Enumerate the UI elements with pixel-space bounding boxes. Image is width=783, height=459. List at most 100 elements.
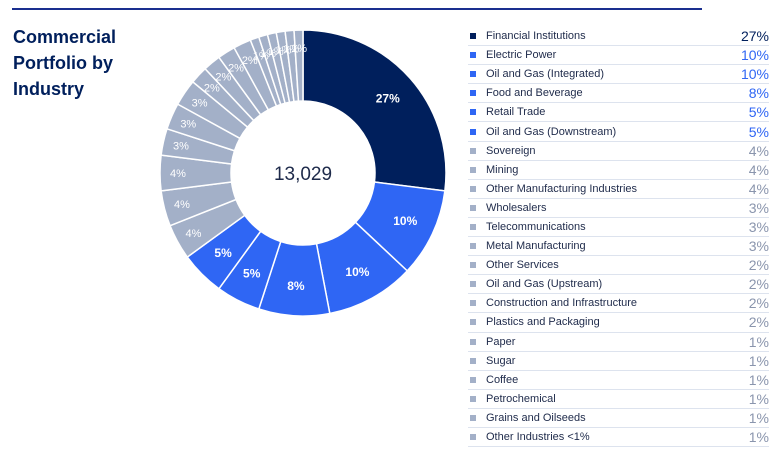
legend-label: Metal Manufacturing <box>486 240 586 253</box>
legend-swatch <box>470 166 476 173</box>
slice-label-paper: 1% <box>253 50 269 62</box>
legend-item-electric-power: Electric Power 10% <box>468 46 769 66</box>
legend-value: 5% <box>748 123 769 140</box>
legend-item-other-manufacturing-industries: Other Manufacturing Industries 4% <box>468 180 769 199</box>
legend-label: Other Industries <1% <box>486 431 590 444</box>
slice-label-electric-power: 10% <box>393 214 417 228</box>
slice-label-sovereign: 4% <box>186 228 202 240</box>
donut-chart: 27%10%10%8%5%5%4%4%4%3%3%3%2%2%2%2%1%1%1… <box>159 29 447 317</box>
legend-swatch <box>470 338 476 345</box>
legend-value: 1% <box>748 429 769 446</box>
legend-label: Grains and Oilseeds <box>486 411 586 424</box>
legend-item-sovereign: Sovereign 4% <box>468 142 769 161</box>
legend-swatch <box>470 223 476 230</box>
slice-label-oil-and-gas-upstream: 2% <box>215 72 231 84</box>
legend-label: Petrochemical <box>486 392 556 405</box>
legend-swatch <box>470 71 476 78</box>
chart-title: Commercial Portfolio by Industry <box>13 27 117 99</box>
legend-value: 2% <box>748 276 769 293</box>
legend-swatch <box>470 52 476 59</box>
slice-label-metal-manufacturing: 3% <box>192 98 208 110</box>
legend-item-financial-institutions: Financial Institutions 27% <box>468 27 769 47</box>
legend-value: 1% <box>748 409 769 426</box>
slice-label-other-manufacturing-industries: 4% <box>170 168 186 180</box>
legend-swatch <box>470 395 476 402</box>
legend-item-food-and-beverage: Food and Beverage 8% <box>468 84 769 104</box>
legend-item-coffee: Coffee 1% <box>468 371 769 390</box>
legend-item-oil-and-gas-integrated: Oil and Gas (Integrated) 10% <box>468 65 769 85</box>
legend-label: Mining <box>486 163 519 176</box>
legend-label: Wholesalers <box>486 201 547 214</box>
legend-label: Paper <box>486 335 516 348</box>
legend-item-retail-trade: Retail Trade 5% <box>468 103 769 123</box>
slice-label-other-industries-1: 1% <box>291 43 307 55</box>
legend-label: Plastics and Packaging <box>486 316 600 329</box>
legend-value: 1% <box>748 390 769 407</box>
legend-label: Other Manufacturing Industries <box>486 182 638 195</box>
legend-value: 2% <box>748 314 769 331</box>
legend-item-other-services: Other Services 2% <box>468 256 769 276</box>
slice-other-industries-1 <box>293 29 304 102</box>
legend-label: Oil and Gas (Downstream) <box>486 125 617 138</box>
legend-swatch <box>470 204 476 211</box>
slice-label-grains-and-oilseeds: 1% <box>283 44 299 56</box>
legend-label: Retail Trade <box>486 106 546 119</box>
legend-swatch <box>470 319 476 326</box>
legend-label: Telecommunications <box>486 220 586 233</box>
legend-item-mining: Mining 4% <box>468 161 769 180</box>
legend-swatch <box>470 281 476 288</box>
slice-label-oil-and-gas-integrated: 10% <box>345 265 369 279</box>
slice-label-plastics-and-packaging: 2% <box>242 55 258 67</box>
slice-label-construction-and-infrastructure: 2% <box>228 62 244 74</box>
legend-swatch <box>470 262 476 269</box>
legend-item-other-industries-1: Other Industries <1% 1% <box>468 428 769 448</box>
legend-swatch <box>470 414 476 421</box>
legend-label: Sovereign <box>486 144 536 157</box>
legend-value: 5% <box>748 104 769 121</box>
slice-label-financial-institutions: 27% <box>376 91 400 105</box>
slice-label-food-and-beverage: 8% <box>287 279 305 293</box>
slice-financial-institutions <box>302 29 447 192</box>
legend-value: 1% <box>748 371 769 388</box>
legend-item-oil-and-gas-downstream: Oil and Gas (Downstream) 5% <box>468 122 769 142</box>
legend-value: 1% <box>748 352 769 369</box>
legend-swatch <box>470 109 476 116</box>
legend-item-telecommunications: Telecommunications 3% <box>468 218 769 238</box>
legend-label: Coffee <box>486 373 519 386</box>
legend-label: Construction and Infrastructure <box>486 297 638 310</box>
legend-item-construction-and-infrastructure: Construction and Infrastructure 2% <box>468 294 769 314</box>
legend-item-plastics-and-packaging: Plastics and Packaging 2% <box>468 313 769 333</box>
legend-swatch <box>470 185 476 192</box>
legend-swatch <box>470 357 476 364</box>
legend-swatch <box>470 128 476 135</box>
slice-label-mining: 4% <box>174 199 190 211</box>
legend-value: 2% <box>748 295 769 312</box>
legend-swatch <box>470 243 476 250</box>
legend-value: 4% <box>748 180 769 197</box>
legend-label: Oil and Gas (Integrated) <box>486 68 605 81</box>
legend-item-petrochemical: Petrochemical 1% <box>468 390 769 409</box>
legend-item-paper: Paper 1% <box>468 333 769 352</box>
legend-label: Sugar <box>486 354 516 367</box>
legend-value: 3% <box>748 238 769 255</box>
legend-item-oil-and-gas-upstream: Oil and Gas (Upstream) 2% <box>468 275 769 295</box>
legend-value: 4% <box>748 161 769 178</box>
slice-label-retail-trade: 5% <box>243 267 261 281</box>
legend-item-sugar: Sugar 1% <box>468 352 769 371</box>
legend-label: Other Services <box>486 259 559 272</box>
center-total: 13,029 <box>274 164 332 185</box>
legend-label: Food and Beverage <box>486 87 583 100</box>
legend-value: 3% <box>748 218 769 235</box>
legend-swatch <box>470 300 476 307</box>
legend-label: Oil and Gas (Upstream) <box>486 278 603 291</box>
legend-value: 1% <box>748 333 769 350</box>
slice-label-telecommunications: 3% <box>180 118 196 130</box>
legend: Financial Institutions 27% Electric Power 1… <box>468 27 769 448</box>
legend-swatch <box>470 147 476 154</box>
legend-value: 2% <box>748 257 769 274</box>
legend-item-grains-and-oilseeds: Grains and Oilseeds 1% <box>468 409 769 428</box>
legend-item-wholesalers: Wholesalers 3% <box>468 199 769 218</box>
slice-label-coffee: 1% <box>268 46 284 58</box>
legend-swatch <box>470 90 476 97</box>
legend-value: 27% <box>740 28 769 45</box>
